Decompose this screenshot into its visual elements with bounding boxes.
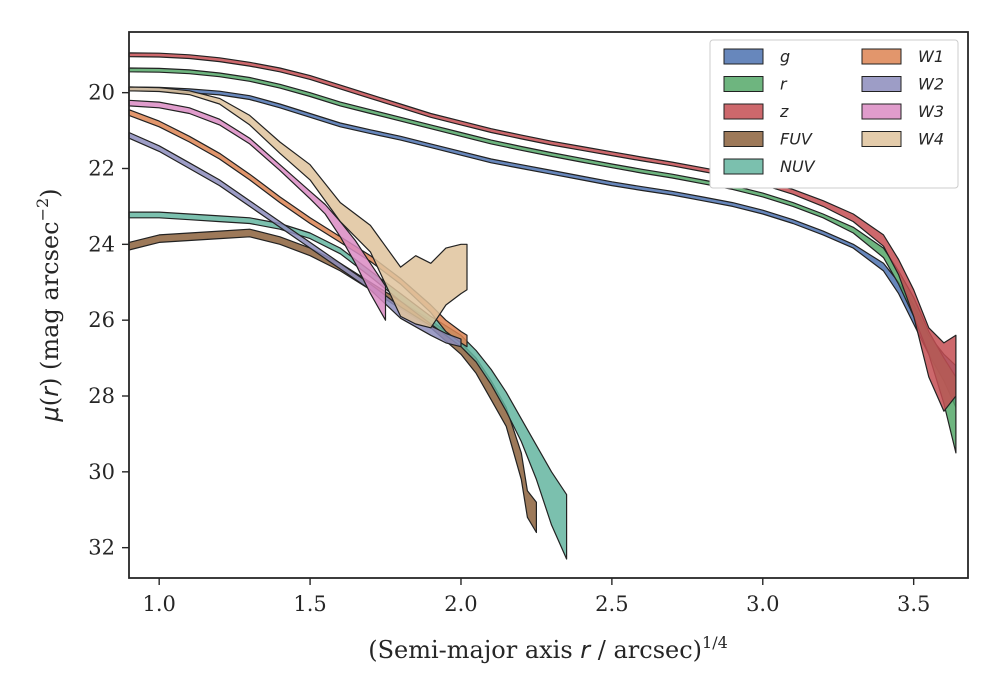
- band-FUV: [128, 228, 537, 534]
- y-axis-label: μ(r) (mag arcsec−2): [33, 188, 64, 422]
- legend-swatch-W2: [861, 76, 902, 92]
- y-tick-label: 32: [88, 536, 115, 560]
- legend-label-r: r: [780, 75, 788, 94]
- y-axis: 20 22 24 26 28 30 32: [88, 81, 129, 560]
- legend-label-g: g: [780, 47, 790, 66]
- y-tick-label: 28: [88, 384, 115, 408]
- legend-label-W3: W3: [918, 102, 944, 121]
- x-tick-label: 3.0: [746, 592, 779, 616]
- y-tick-label: 26: [88, 308, 115, 332]
- legend-label-W4: W4: [918, 130, 944, 149]
- legend-swatch-g: [723, 48, 764, 65]
- legend: grz FUV NUV W1 W2 W3 W4: [709, 39, 959, 189]
- x-tick-label: 1.5: [293, 592, 326, 616]
- legend-label-FUV: FUV: [780, 130, 813, 149]
- legend-label-z: z: [779, 102, 789, 121]
- x-axis-label: (Semi-major axis r / arcsec)1/4: [368, 633, 728, 664]
- band-W3: [128, 99, 387, 321]
- band-z: [128, 52, 957, 412]
- band-W1: [128, 109, 468, 348]
- plot-frame: [128, 31, 969, 579]
- legend-label-W1: W1: [918, 47, 944, 66]
- profile-bands: [128, 52, 957, 560]
- y-tick-label: 20: [88, 81, 115, 105]
- legend-swatch-z: [723, 103, 764, 120]
- legend-label-NUV: NUV: [780, 157, 816, 176]
- y-tick-label: 22: [88, 157, 115, 181]
- band-W4: [128, 86, 468, 329]
- band-NUV: [128, 211, 568, 560]
- legend-swatch-W1: [861, 48, 902, 65]
- x-tick-label: 2.0: [444, 592, 477, 616]
- y-tick-label: 24: [88, 232, 115, 256]
- x-axis: 1.0 1.5 2.0 2.5 3.0 3.5: [142, 578, 930, 616]
- legend-swatch-W4: [861, 131, 902, 147]
- x-tick-label: 3.5: [897, 592, 930, 616]
- y-tick-label: 30: [88, 460, 115, 484]
- x-tick-label: 1.0: [142, 592, 175, 616]
- legend-swatch-W3: [861, 103, 902, 120]
- legend-swatch-r: [723, 76, 764, 92]
- legend-swatch-NUV: [723, 158, 764, 175]
- band-r: [128, 67, 957, 454]
- x-tick-label: 2.5: [595, 592, 628, 616]
- legend-label-W2: W2: [918, 75, 944, 94]
- legend-swatch-FUV: [723, 131, 764, 147]
